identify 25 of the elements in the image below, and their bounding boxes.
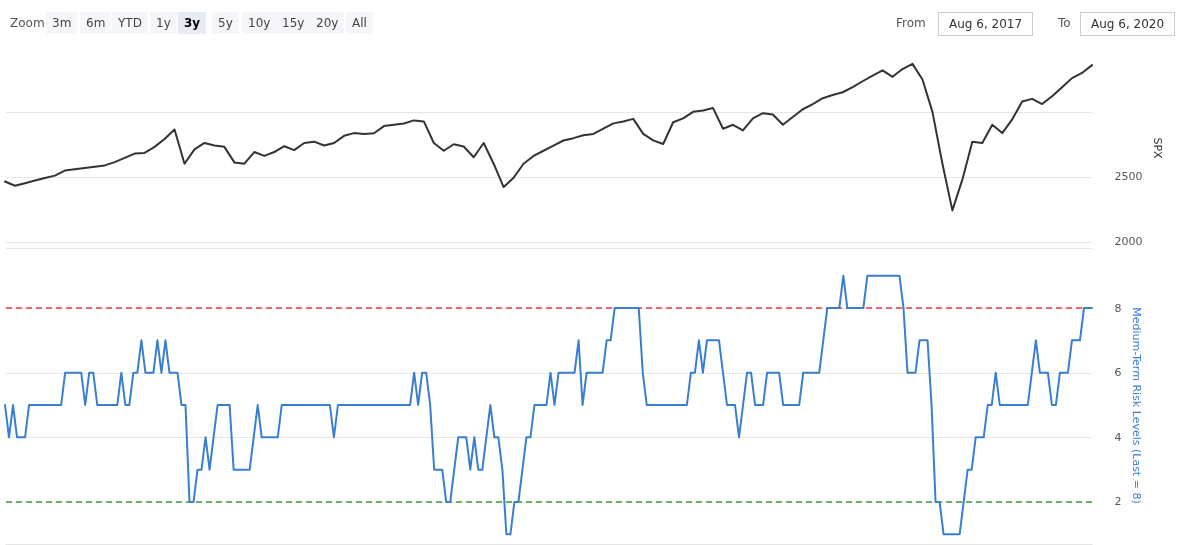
range-button: 15y	[276, 12, 311, 34]
line-series	[4, 274, 1093, 536]
y-tick-label: 8	[1114, 301, 1122, 315]
y-tick-label: 2	[1114, 495, 1122, 509]
range-button: 6m	[80, 12, 112, 34]
y-tick-label: 2500	[1114, 170, 1143, 184]
y-axis-title: Medium-Term Risk Levels (Last = 8)	[1130, 307, 1144, 504]
range-button: 3y	[178, 12, 207, 34]
text: From	[895, 15, 927, 32]
range-button: 5y	[212, 12, 239, 34]
range-button: YTD	[112, 12, 148, 34]
range-button: 1y	[150, 12, 177, 34]
text: To	[1057, 15, 1072, 32]
range-button: 10y	[242, 12, 277, 34]
date-field: Aug 6, 2020	[1080, 12, 1176, 36]
range-button: 3m	[46, 12, 78, 34]
range-button: All	[346, 12, 373, 34]
line-series	[4, 62, 1093, 212]
text: Zoom	[9, 15, 46, 32]
range-button: 20y	[310, 12, 345, 34]
y-axis-title: SPX	[1151, 137, 1165, 160]
y-tick-label: 4	[1114, 430, 1122, 444]
y-tick-label: 2000	[1114, 235, 1143, 249]
date-field: Aug 6, 2017	[938, 12, 1034, 36]
y-tick-label: 6	[1114, 366, 1122, 380]
